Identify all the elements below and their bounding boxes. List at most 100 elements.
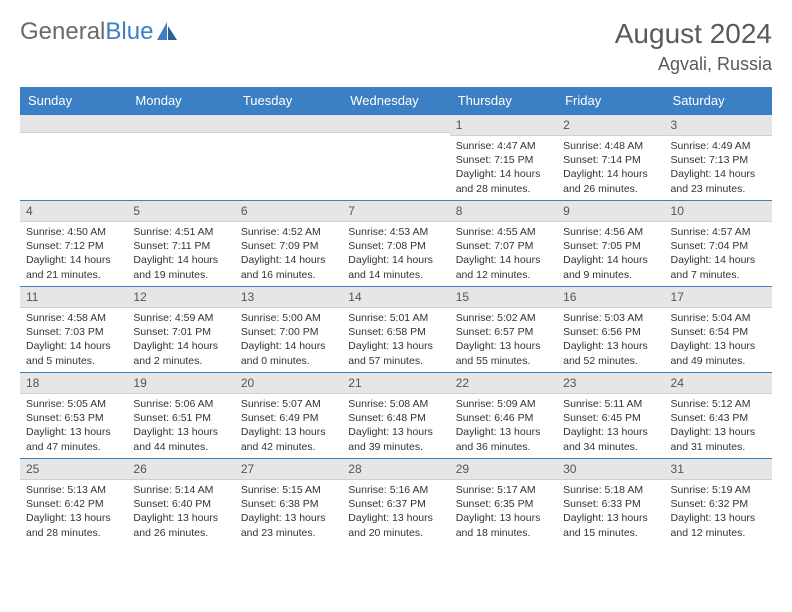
month-title: August 2024 bbox=[615, 18, 772, 50]
calendar-day-cell: 11Sunrise: 4:58 AMSunset: 7:03 PMDayligh… bbox=[20, 287, 127, 373]
day-number: 27 bbox=[235, 459, 342, 480]
sunset-text: Sunset: 6:46 PM bbox=[456, 411, 551, 425]
day-number: 17 bbox=[665, 287, 772, 308]
calendar-day-cell: 26Sunrise: 5:14 AMSunset: 6:40 PMDayligh… bbox=[127, 459, 234, 545]
day-number: 3 bbox=[665, 115, 772, 136]
daylight-text: Daylight: 13 hours and 34 minutes. bbox=[563, 425, 658, 453]
day-number: 30 bbox=[557, 459, 664, 480]
calendar-day-cell: 1Sunrise: 4:47 AMSunset: 7:15 PMDaylight… bbox=[450, 115, 557, 201]
day-content: Sunrise: 5:01 AMSunset: 6:58 PMDaylight:… bbox=[342, 308, 449, 372]
sunset-text: Sunset: 6:37 PM bbox=[348, 497, 443, 511]
day-number bbox=[235, 115, 342, 133]
day-number bbox=[342, 115, 449, 133]
logo-text: GeneralBlue bbox=[20, 18, 153, 46]
daylight-text: Daylight: 13 hours and 44 minutes. bbox=[133, 425, 228, 453]
day-number: 29 bbox=[450, 459, 557, 480]
daylight-text: Daylight: 13 hours and 15 minutes. bbox=[563, 511, 658, 539]
daylight-text: Daylight: 14 hours and 19 minutes. bbox=[133, 253, 228, 281]
logo-sail-icon bbox=[155, 20, 179, 44]
daylight-text: Daylight: 14 hours and 14 minutes. bbox=[348, 253, 443, 281]
day-content: Sunrise: 4:50 AMSunset: 7:12 PMDaylight:… bbox=[20, 222, 127, 286]
calendar-day-cell: 23Sunrise: 5:11 AMSunset: 6:45 PMDayligh… bbox=[557, 373, 664, 459]
calendar-week-row: 4Sunrise: 4:50 AMSunset: 7:12 PMDaylight… bbox=[20, 201, 772, 287]
calendar-day-cell bbox=[20, 115, 127, 201]
sunrise-text: Sunrise: 5:01 AM bbox=[348, 311, 443, 325]
sunrise-text: Sunrise: 4:53 AM bbox=[348, 225, 443, 239]
day-number: 10 bbox=[665, 201, 772, 222]
day-content: Sunrise: 4:52 AMSunset: 7:09 PMDaylight:… bbox=[235, 222, 342, 286]
day-content: Sunrise: 5:12 AMSunset: 6:43 PMDaylight:… bbox=[665, 394, 772, 458]
calendar-day-cell: 10Sunrise: 4:57 AMSunset: 7:04 PMDayligh… bbox=[665, 201, 772, 287]
sunset-text: Sunset: 6:49 PM bbox=[241, 411, 336, 425]
calendar-day-cell: 4Sunrise: 4:50 AMSunset: 7:12 PMDaylight… bbox=[20, 201, 127, 287]
day-content: Sunrise: 5:03 AMSunset: 6:56 PMDaylight:… bbox=[557, 308, 664, 372]
daylight-text: Daylight: 14 hours and 9 minutes. bbox=[563, 253, 658, 281]
sunrise-text: Sunrise: 4:58 AM bbox=[26, 311, 121, 325]
calendar-day-cell: 25Sunrise: 5:13 AMSunset: 6:42 PMDayligh… bbox=[20, 459, 127, 545]
day-number: 28 bbox=[342, 459, 449, 480]
daylight-text: Daylight: 13 hours and 47 minutes. bbox=[26, 425, 121, 453]
daylight-text: Daylight: 13 hours and 42 minutes. bbox=[241, 425, 336, 453]
day-number: 4 bbox=[20, 201, 127, 222]
calendar-table: Sunday Monday Tuesday Wednesday Thursday… bbox=[20, 87, 772, 545]
calendar-day-cell: 30Sunrise: 5:18 AMSunset: 6:33 PMDayligh… bbox=[557, 459, 664, 545]
weekday-header: Saturday bbox=[665, 87, 772, 115]
sunrise-text: Sunrise: 4:55 AM bbox=[456, 225, 551, 239]
daylight-text: Daylight: 13 hours and 28 minutes. bbox=[26, 511, 121, 539]
day-content: Sunrise: 5:18 AMSunset: 6:33 PMDaylight:… bbox=[557, 480, 664, 544]
page-header: GeneralBlue August 2024 Agvali, Russia bbox=[20, 18, 772, 75]
calendar-day-cell: 13Sunrise: 5:00 AMSunset: 7:00 PMDayligh… bbox=[235, 287, 342, 373]
day-number: 7 bbox=[342, 201, 449, 222]
day-content: Sunrise: 5:16 AMSunset: 6:37 PMDaylight:… bbox=[342, 480, 449, 544]
sunset-text: Sunset: 6:43 PM bbox=[671, 411, 766, 425]
calendar-week-row: 11Sunrise: 4:58 AMSunset: 7:03 PMDayligh… bbox=[20, 287, 772, 373]
daylight-text: Daylight: 14 hours and 23 minutes. bbox=[671, 167, 766, 195]
daylight-text: Daylight: 14 hours and 2 minutes. bbox=[133, 339, 228, 367]
sunrise-text: Sunrise: 4:59 AM bbox=[133, 311, 228, 325]
calendar-day-cell: 9Sunrise: 4:56 AMSunset: 7:05 PMDaylight… bbox=[557, 201, 664, 287]
daylight-text: Daylight: 14 hours and 5 minutes. bbox=[26, 339, 121, 367]
sunrise-text: Sunrise: 5:04 AM bbox=[671, 311, 766, 325]
day-number: 20 bbox=[235, 373, 342, 394]
day-number: 5 bbox=[127, 201, 234, 222]
daylight-text: Daylight: 13 hours and 12 minutes. bbox=[671, 511, 766, 539]
weekday-header: Monday bbox=[127, 87, 234, 115]
day-content: Sunrise: 5:13 AMSunset: 6:42 PMDaylight:… bbox=[20, 480, 127, 544]
day-number: 16 bbox=[557, 287, 664, 308]
day-content: Sunrise: 5:05 AMSunset: 6:53 PMDaylight:… bbox=[20, 394, 127, 458]
calendar-day-cell bbox=[235, 115, 342, 201]
calendar-day-cell: 6Sunrise: 4:52 AMSunset: 7:09 PMDaylight… bbox=[235, 201, 342, 287]
day-number: 15 bbox=[450, 287, 557, 308]
sunset-text: Sunset: 6:38 PM bbox=[241, 497, 336, 511]
sunset-text: Sunset: 7:01 PM bbox=[133, 325, 228, 339]
sunset-text: Sunset: 7:08 PM bbox=[348, 239, 443, 253]
sunrise-text: Sunrise: 5:05 AM bbox=[26, 397, 121, 411]
day-number: 23 bbox=[557, 373, 664, 394]
daylight-text: Daylight: 13 hours and 23 minutes. bbox=[241, 511, 336, 539]
day-content: Sunrise: 5:07 AMSunset: 6:49 PMDaylight:… bbox=[235, 394, 342, 458]
daylight-text: Daylight: 13 hours and 55 minutes. bbox=[456, 339, 551, 367]
day-number: 12 bbox=[127, 287, 234, 308]
daylight-text: Daylight: 13 hours and 39 minutes. bbox=[348, 425, 443, 453]
day-content: Sunrise: 4:59 AMSunset: 7:01 PMDaylight:… bbox=[127, 308, 234, 372]
calendar-day-cell: 29Sunrise: 5:17 AMSunset: 6:35 PMDayligh… bbox=[450, 459, 557, 545]
sunrise-text: Sunrise: 5:18 AM bbox=[563, 483, 658, 497]
day-content: Sunrise: 5:08 AMSunset: 6:48 PMDaylight:… bbox=[342, 394, 449, 458]
daylight-text: Daylight: 13 hours and 52 minutes. bbox=[563, 339, 658, 367]
sunrise-text: Sunrise: 5:08 AM bbox=[348, 397, 443, 411]
day-content: Sunrise: 5:04 AMSunset: 6:54 PMDaylight:… bbox=[665, 308, 772, 372]
day-content: Sunrise: 5:17 AMSunset: 6:35 PMDaylight:… bbox=[450, 480, 557, 544]
weekday-header: Thursday bbox=[450, 87, 557, 115]
sunset-text: Sunset: 7:12 PM bbox=[26, 239, 121, 253]
day-number: 31 bbox=[665, 459, 772, 480]
sunrise-text: Sunrise: 4:52 AM bbox=[241, 225, 336, 239]
sunrise-text: Sunrise: 5:07 AM bbox=[241, 397, 336, 411]
calendar-day-cell: 28Sunrise: 5:16 AMSunset: 6:37 PMDayligh… bbox=[342, 459, 449, 545]
sunset-text: Sunset: 7:14 PM bbox=[563, 153, 658, 167]
daylight-text: Daylight: 14 hours and 7 minutes. bbox=[671, 253, 766, 281]
sunset-text: Sunset: 6:45 PM bbox=[563, 411, 658, 425]
sunset-text: Sunset: 7:15 PM bbox=[456, 153, 551, 167]
sunrise-text: Sunrise: 5:16 AM bbox=[348, 483, 443, 497]
day-content: Sunrise: 4:47 AMSunset: 7:15 PMDaylight:… bbox=[450, 136, 557, 200]
sunset-text: Sunset: 7:09 PM bbox=[241, 239, 336, 253]
